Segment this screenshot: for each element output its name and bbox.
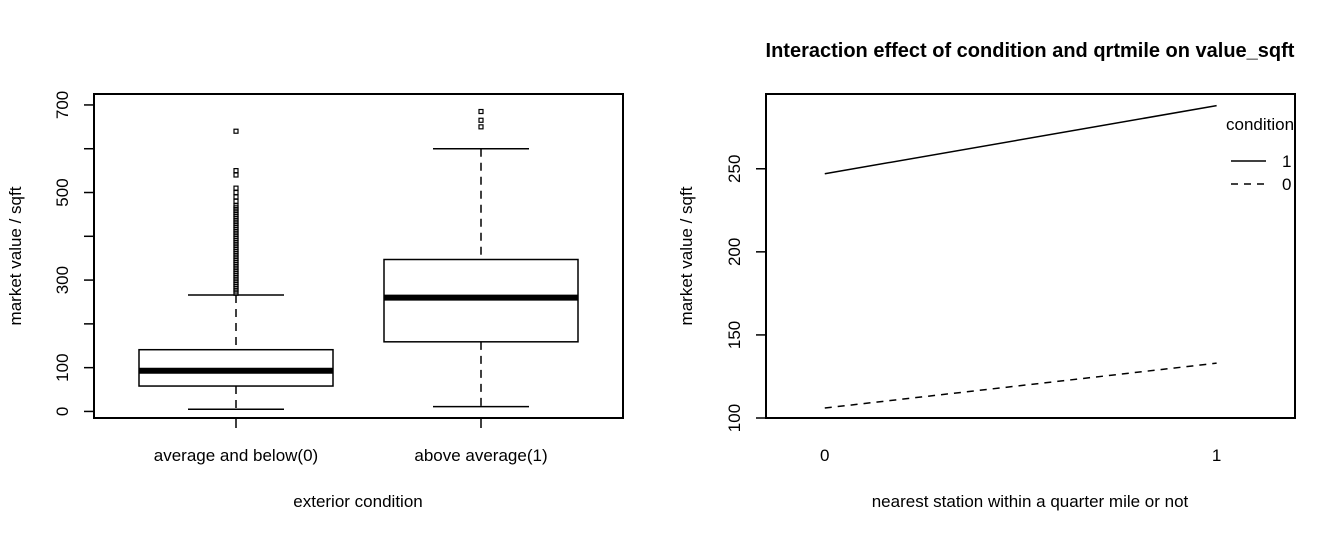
outlier-point-44 [233,185,239,191]
y-tick-label-250: 250 [725,155,744,183]
legend-label-0: 0 [1282,175,1291,194]
outlier-point-46 [233,168,239,174]
boxplot-panel: 0 100 300 500 700 average and below(0) above … [6,91,624,511]
box-0 [138,128,334,410]
boxplot-x-axis: average and below(0) above average(1) [154,418,548,465]
x-tick-label-1: above average(1) [414,446,547,465]
legend-label-1: 1 [1282,152,1291,171]
outlier-point-45 [233,172,239,178]
x-tick-label-0: average and below(0) [154,446,318,465]
x-tick-label-1: 1 [1212,446,1221,465]
interaction-x-axis-label: nearest station within a quarter mile or… [872,492,1189,511]
legend-title: condition [1226,115,1294,134]
outlier-point-42 [233,194,239,200]
outlier-point-2 [478,108,484,115]
series-line-1 [824,104,1217,175]
outlier-point-0 [478,124,484,130]
interaction-chart-title: Interaction effect of condition and qrtm… [766,40,1295,62]
iqr-box [383,258,579,343]
y-tick-label-100: 100 [53,353,72,381]
outlier-point-47 [233,128,239,134]
interaction-marks [824,104,1217,409]
boxplot-y-axis: 0 100 300 500 700 [53,91,94,416]
boxplot-x-axis-label: exterior condition [293,492,422,511]
boxplot-frame [93,93,624,419]
boxplot-marks [138,108,579,410]
outlier-point-43 [233,189,239,196]
y-tick-label-100: 100 [725,404,744,432]
y-tick-label-150: 150 [725,321,744,349]
y-tick-label-300: 300 [53,266,72,294]
interaction-frame [765,93,1296,419]
outlier-point-1 [478,117,484,123]
interaction-y-axis: 100 150 200 250 [725,155,766,432]
y-tick-label-500: 500 [53,178,72,206]
series-line-0 [824,362,1217,409]
outlier-point-41 [233,198,239,204]
interaction-legend: condition 1 0 [1226,115,1294,194]
y-tick-label-0: 0 [53,407,72,416]
interaction-panel: Interaction effect of condition and qrtm… [677,40,1296,511]
box-1 [383,108,579,408]
y-tick-label-200: 200 [725,238,744,266]
interaction-y-axis-label: market value / sqft [677,186,696,325]
boxplot-y-axis-label: market value / sqft [6,186,25,325]
y-tick-label-700: 700 [53,91,72,119]
x-tick-label-0: 0 [820,446,829,465]
